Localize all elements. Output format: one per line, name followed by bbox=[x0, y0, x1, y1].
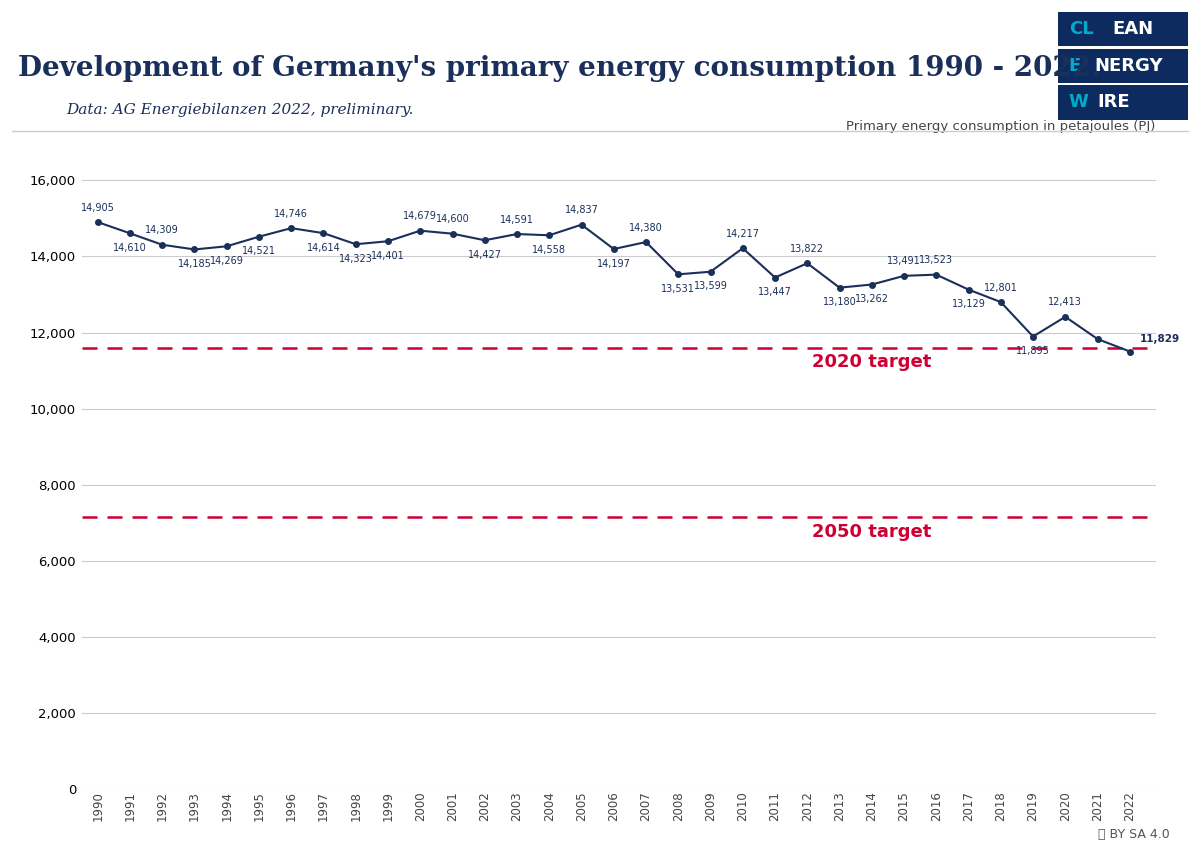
Text: E: E bbox=[1069, 57, 1081, 75]
Text: 2050 target: 2050 target bbox=[812, 522, 931, 541]
Text: 14,380: 14,380 bbox=[629, 222, 662, 232]
Text: 2020 target: 2020 target bbox=[812, 354, 931, 371]
Bar bbox=[1058, 85, 1188, 120]
Text: Data: AG Energiebilanzen 2022, preliminary.: Data: AG Energiebilanzen 2022, prelimina… bbox=[66, 103, 413, 118]
Text: 12,413: 12,413 bbox=[1049, 298, 1082, 307]
Text: 13,822: 13,822 bbox=[791, 243, 824, 254]
Text: 14,905: 14,905 bbox=[80, 203, 115, 213]
Text: Development of Germany's primary energy consumption 1990 - 2022.: Development of Germany's primary energy … bbox=[18, 55, 1100, 82]
Text: 12,801: 12,801 bbox=[984, 282, 1018, 293]
Bar bbox=[1058, 48, 1188, 83]
Text: 11,829: 11,829 bbox=[1140, 334, 1180, 344]
Text: 13,491: 13,491 bbox=[887, 256, 920, 266]
Text: W: W bbox=[1069, 93, 1088, 111]
Text: 14,614: 14,614 bbox=[307, 243, 341, 253]
Text: 14,323: 14,323 bbox=[338, 254, 373, 264]
Text: 13,180: 13,180 bbox=[823, 297, 857, 307]
Text: 13,599: 13,599 bbox=[694, 282, 727, 291]
Text: IRE: IRE bbox=[1097, 93, 1130, 111]
Text: 13,129: 13,129 bbox=[952, 299, 985, 310]
Text: 11,895: 11,895 bbox=[1016, 346, 1050, 356]
Text: 14,521: 14,521 bbox=[242, 246, 276, 256]
Bar bbox=[1058, 12, 1188, 47]
Text: 14,427: 14,427 bbox=[468, 250, 502, 259]
Text: Primary energy consumption in petajoules (PJ): Primary energy consumption in petajoules… bbox=[846, 120, 1156, 133]
Text: 13,447: 13,447 bbox=[758, 287, 792, 297]
Text: 14,591: 14,591 bbox=[500, 215, 534, 225]
Text: 14,610: 14,610 bbox=[113, 243, 146, 253]
Text: 13,531: 13,531 bbox=[661, 284, 695, 293]
Text: 14,837: 14,837 bbox=[564, 205, 599, 215]
Text: 14,217: 14,217 bbox=[726, 229, 760, 239]
Text: 13,262: 13,262 bbox=[854, 294, 889, 304]
Text: 14,600: 14,600 bbox=[436, 215, 469, 224]
Text: EAN: EAN bbox=[1112, 20, 1154, 38]
Text: 14,558: 14,558 bbox=[533, 245, 566, 254]
Text: 14,679: 14,679 bbox=[403, 211, 437, 221]
Text: 14,401: 14,401 bbox=[371, 251, 404, 260]
Text: 14,197: 14,197 bbox=[596, 259, 631, 269]
Text: CL: CL bbox=[1069, 20, 1093, 38]
Text: 14,309: 14,309 bbox=[145, 226, 179, 235]
Text: NERGY: NERGY bbox=[1094, 57, 1163, 75]
Text: 13,523: 13,523 bbox=[919, 255, 953, 265]
Text: 14,185: 14,185 bbox=[178, 259, 211, 269]
Text: 14,269: 14,269 bbox=[210, 256, 244, 265]
Text: 14,746: 14,746 bbox=[275, 209, 308, 219]
Text: Ⓒ BY SA 4.0: Ⓒ BY SA 4.0 bbox=[1098, 828, 1170, 841]
